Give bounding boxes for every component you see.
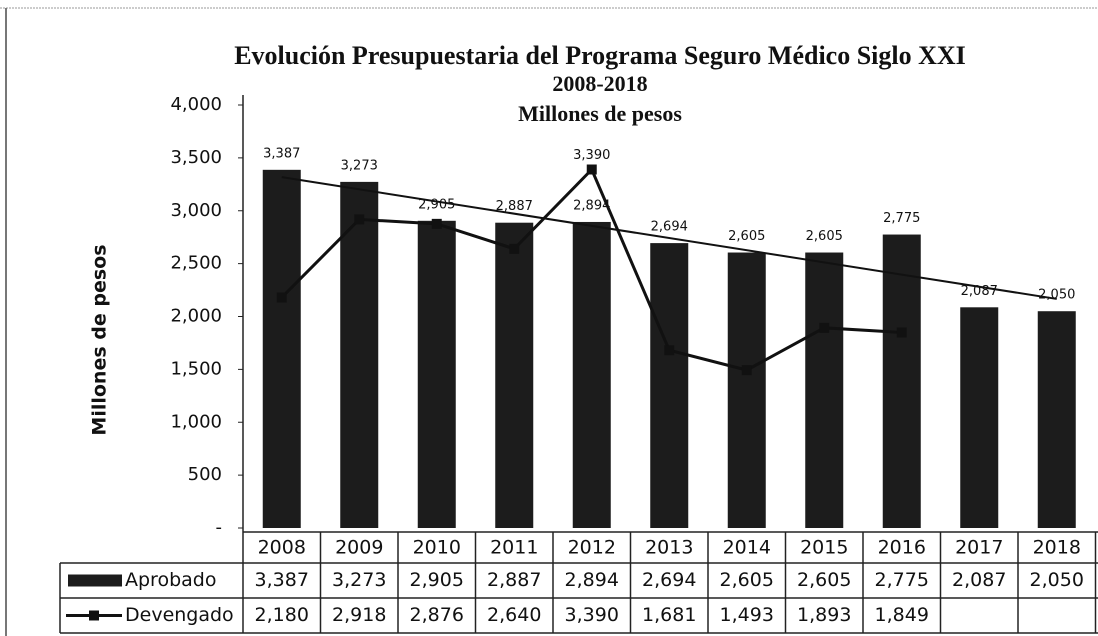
x-tick-label: 2009 (335, 537, 383, 559)
line-marker (354, 214, 365, 225)
y-tick-label: - (216, 517, 223, 538)
bar (650, 243, 689, 528)
bar (727, 252, 766, 529)
y-tick-label: 1,500 (170, 358, 222, 379)
table-cell: 2,887 (487, 569, 541, 591)
x-tick-label: 2016 (878, 537, 926, 559)
line-marker (741, 365, 752, 376)
data-label: 3,387 (263, 146, 300, 161)
legend-swatch (89, 610, 99, 621)
bar (1037, 311, 1076, 528)
table-cell: 1,493 (720, 604, 774, 626)
y-tick-label: 3,000 (170, 200, 222, 221)
table-cell: 2,775 (875, 569, 929, 591)
table-cell: 3,273 (332, 569, 386, 591)
x-tick-label: 2010 (413, 537, 461, 559)
table-cell: 2,050 (1030, 569, 1084, 591)
line-marker (586, 164, 597, 175)
y-tick-label: 3,500 (170, 147, 222, 168)
y-tick-label: 2,000 (170, 306, 222, 327)
table-cell: 2,905 (410, 569, 464, 591)
data-label: 2,605 (806, 229, 843, 244)
data-label: 2,887 (496, 199, 533, 214)
bar (495, 222, 534, 528)
table-cell: 3,390 (565, 604, 619, 626)
y-tick-label: 1,000 (170, 411, 222, 432)
table-cell: 3,387 (255, 569, 309, 591)
table-cell: 1,681 (642, 604, 696, 626)
bar (882, 234, 921, 528)
bar (572, 221, 611, 528)
table-cell: 2,876 (410, 604, 464, 626)
legend-label: Aprobado (125, 569, 216, 591)
x-tick-label: 2011 (490, 537, 538, 559)
bar (262, 169, 301, 528)
legend-swatch (68, 574, 122, 587)
table-cell: 2,087 (952, 569, 1006, 591)
data-label: 2,775 (883, 211, 920, 226)
x-tick-label: 2018 (1033, 537, 1081, 559)
y-tick-label: 500 (188, 464, 222, 485)
bar (417, 220, 456, 528)
chart-title: Evolución Presupuestaria del Programa Se… (234, 41, 966, 70)
table-cell: 1,893 (797, 604, 851, 626)
table-cell: 2,894 (565, 569, 619, 591)
y-tick-label: 4,000 (170, 94, 222, 115)
legend-label: Devengado (125, 604, 234, 626)
table-cell: 1,849 (875, 604, 929, 626)
bar (960, 307, 999, 528)
bar (340, 181, 379, 528)
line-marker (431, 218, 442, 229)
table-cell: 2,605 (797, 569, 851, 591)
chart-subtitle: 2008-2018 (552, 71, 647, 96)
x-tick-label: 2014 (723, 537, 771, 559)
line-marker (664, 345, 675, 356)
data-label: 2,894 (573, 198, 610, 213)
line-marker (896, 327, 907, 338)
data-label: 2,050 (1038, 288, 1075, 303)
x-tick-label: 2012 (568, 537, 616, 559)
data-label: 2,905 (418, 197, 455, 212)
x-tick-label: 2015 (800, 537, 848, 559)
trend-line (281, 176, 1057, 300)
line-marker (509, 243, 520, 254)
x-tick-label: 2017 (955, 537, 1003, 559)
data-label: 2,605 (728, 229, 765, 244)
x-tick-label: 2008 (258, 537, 306, 559)
table-cell: 2,605 (720, 569, 774, 591)
annotation: Millones de pesos (518, 101, 682, 126)
line-marker (276, 292, 287, 303)
y-axis-label: Millones de pesos (89, 244, 111, 435)
x-tick-label: 2013 (645, 537, 693, 559)
table-cell: 2,640 (487, 604, 541, 626)
data-label: 3,273 (341, 158, 378, 173)
data-label: 2,694 (651, 220, 688, 235)
line-marker (819, 322, 830, 333)
table-cell: 2,918 (332, 604, 386, 626)
table-cell: 2,694 (642, 569, 696, 591)
table-cell: 2,180 (255, 604, 309, 626)
data-label: 3,390 (573, 148, 610, 163)
bar (805, 252, 844, 529)
y-tick-label: 2,500 (170, 253, 222, 274)
